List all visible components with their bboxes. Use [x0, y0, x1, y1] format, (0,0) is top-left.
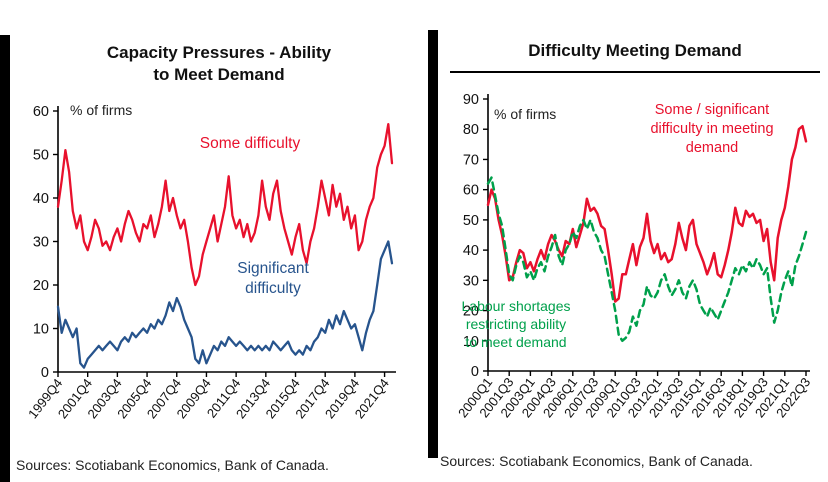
svg-text:10: 10 [33, 322, 49, 338]
svg-text:10: 10 [463, 334, 479, 350]
left-accent-bar [0, 35, 10, 482]
difficulty-meeting-demand-panel: Difficulty Meeting Demand 0 10 20 30 40 50 60 7… [428, 0, 828, 482]
right-sources-note: Sources: Scotiabank Economics, Bank of C… [440, 453, 753, 469]
left-chart-title: Capacity Pressures - Ability to Meet Dem… [106, 43, 332, 85]
some-significant-difficulty-annotation: Some / significant difficulty in meeting… [650, 102, 774, 156]
left-sources-note: Sources: Scotiabank Economics, Bank of C… [16, 457, 329, 473]
capacity-pressures-panel: Capacity Pressures - Ability to Meet Dem… [0, 35, 412, 482]
svg-text:50: 50 [33, 148, 49, 164]
difficulty-meeting-demand-chart: 01020304050607080902000Q12001Q32003Q1200… [455, 92, 813, 420]
significant-difficulty-annotation: Significant difficulty [237, 260, 309, 298]
svg-text:30: 30 [463, 273, 479, 289]
svg-text:80: 80 [463, 122, 479, 138]
svg-text:0: 0 [471, 364, 479, 380]
svg-text:50: 50 [463, 213, 479, 229]
some-difficulty-annotation: Some difficulty [199, 135, 301, 152]
svg-text:60: 60 [463, 183, 479, 199]
svg-text:30: 30 [33, 235, 49, 251]
right-chart-area: 0 10 20 30 40 50 60 70 80 90 2000Q1 2001Q3 2003Q1 200… [440, 85, 820, 435]
right-accent-bar [428, 30, 438, 458]
svg-text:20: 20 [463, 304, 479, 320]
svg-text:40: 40 [33, 191, 49, 207]
svg-text:40: 40 [463, 243, 479, 259]
capacity-pressures-chart: 01020304050601999Q42001Q42003Q42005Q4200… [25, 104, 396, 421]
right-units-label: % of firms [494, 106, 557, 122]
labour-shortages-annotation: Labour shortages restricting ability to … [461, 298, 571, 351]
svg-text:20: 20 [33, 278, 49, 294]
svg-text:70: 70 [463, 152, 479, 168]
right-chart-title: Difficulty Meeting Demand [450, 40, 820, 74]
left-units-label: % of firms [70, 102, 133, 118]
svg-text:0: 0 [41, 365, 49, 381]
svg-text:90: 90 [463, 92, 479, 108]
left-chart-area: 0 10 20 30 40 50 60 1999Q4 2001Q4 2003Q4 2005Q4 200… [12, 95, 412, 440]
svg-text:60: 60 [33, 104, 49, 120]
